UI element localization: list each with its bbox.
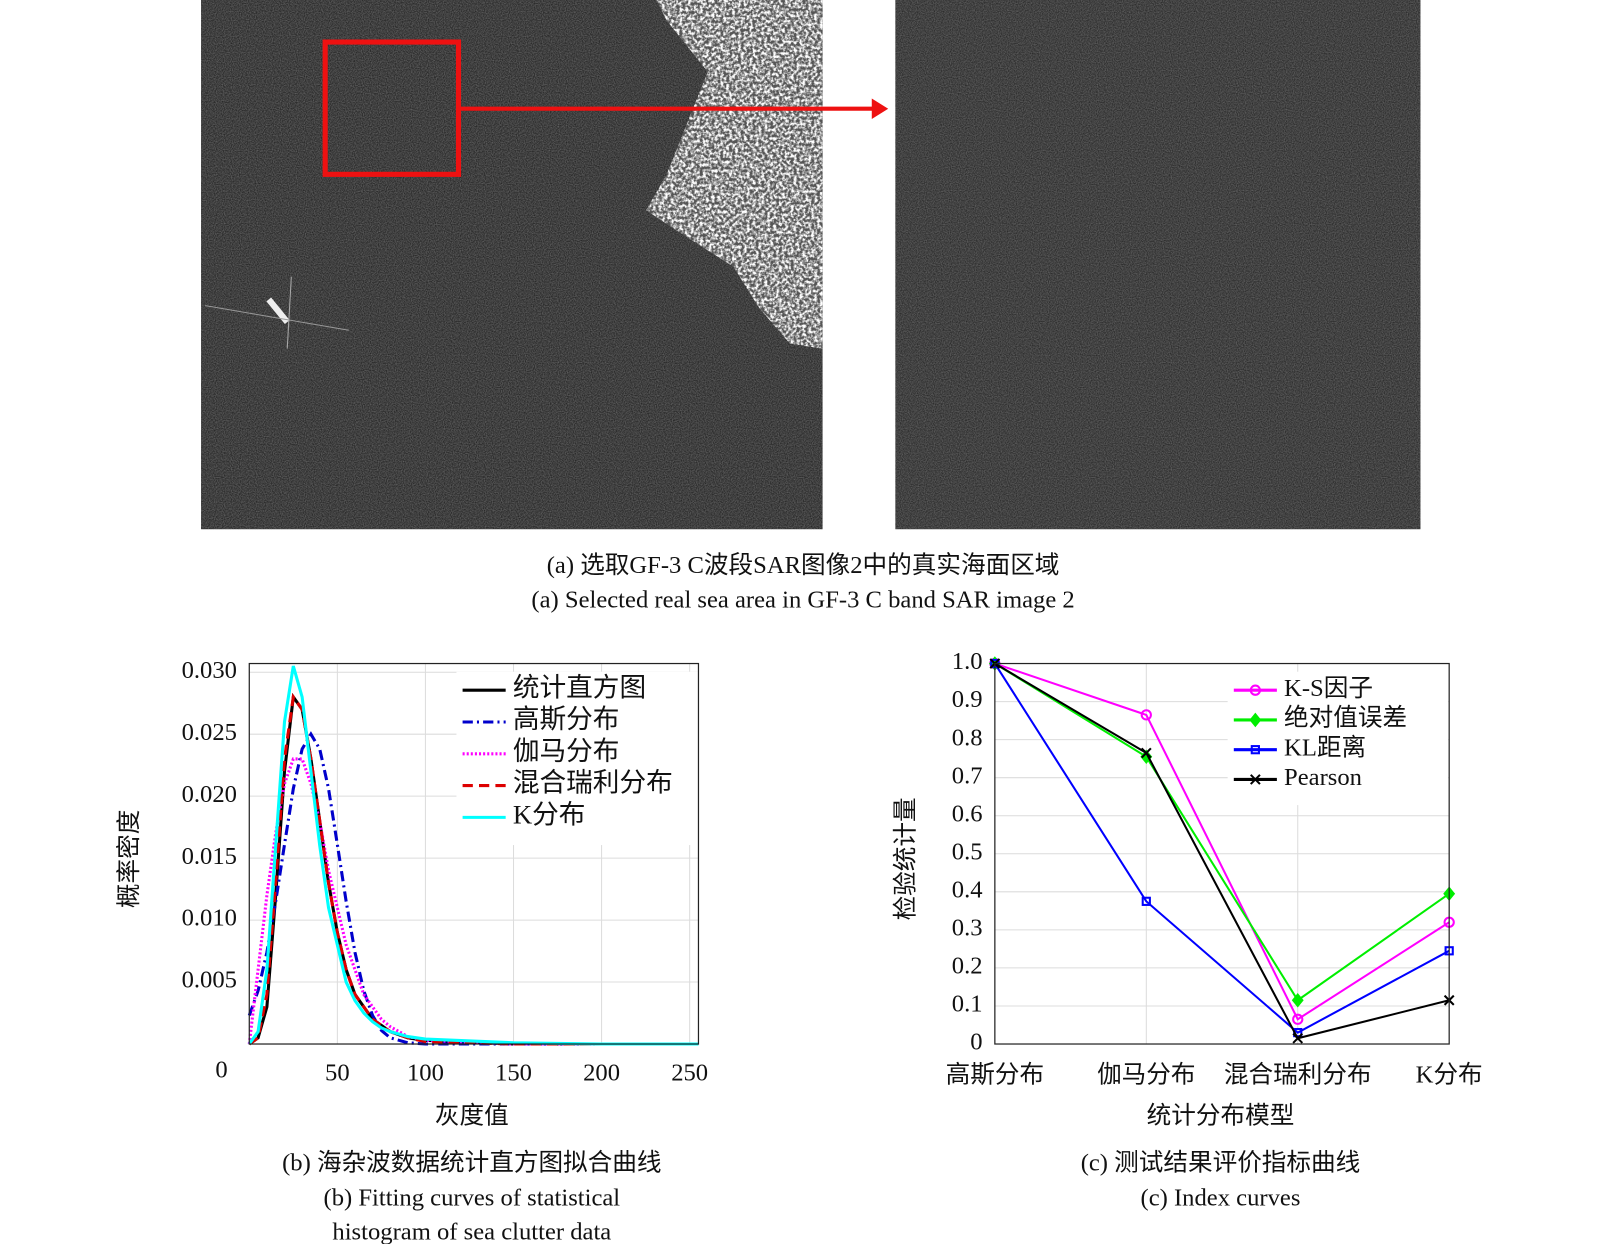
legend-label: K分布 bbox=[513, 799, 586, 829]
caption-cn: (a) 选取GF-3 C波段SAR图像2中的真实海面区域 bbox=[547, 551, 1060, 579]
legend-label: K-S因子 bbox=[1284, 675, 1373, 702]
y-tick-label: 0.3 bbox=[952, 915, 983, 942]
caption-en: (a) Selected real sea area in GF-3 C ban… bbox=[531, 587, 1074, 614]
y-tick-label: 0.025 bbox=[182, 719, 237, 746]
marker bbox=[1250, 774, 1261, 785]
y-tick-label: 0.005 bbox=[182, 967, 237, 994]
marker bbox=[1292, 1032, 1304, 1044]
sar-image-right bbox=[895, 0, 1421, 530]
y-tick-label: 0.7 bbox=[952, 762, 983, 789]
marker bbox=[1291, 993, 1304, 1008]
x-tick-label: 0 bbox=[215, 1056, 227, 1083]
legend-label: 混合瑞利分布 bbox=[513, 768, 673, 798]
x-tick-label: 150 bbox=[495, 1059, 532, 1086]
y-tick-label: 1.0 bbox=[952, 648, 983, 675]
series-line bbox=[248, 665, 699, 1046]
x-tick-label: 伽马分布 bbox=[1097, 1060, 1195, 1088]
legend-box bbox=[1227, 671, 1449, 806]
y-tick-label: 0.6 bbox=[952, 800, 983, 827]
y-tick-label: 0.5 bbox=[952, 838, 983, 865]
series-line bbox=[993, 662, 1450, 1034]
x-tick-label: 100 bbox=[407, 1059, 444, 1086]
legend-label: 高斯分布 bbox=[513, 704, 620, 734]
marker bbox=[1249, 712, 1262, 728]
series-line bbox=[994, 662, 1450, 1021]
x-axis-title: 灰度值 bbox=[435, 1101, 509, 1129]
y-tick-label: 0.4 bbox=[952, 876, 983, 903]
series-line bbox=[994, 662, 1450, 1002]
marker bbox=[1249, 684, 1261, 696]
y-tick-label: 0.2 bbox=[952, 953, 983, 980]
x-axis-title: 统计分布模型 bbox=[1147, 1101, 1295, 1129]
sar-image-left bbox=[201, 0, 889, 530]
y-axis-title: 概率密度 bbox=[115, 810, 143, 908]
caption-en: (b) Fitting curves of statistical bbox=[324, 1185, 621, 1212]
caption-en: histogram of sea clutter data bbox=[332, 1218, 611, 1244]
marker bbox=[1141, 896, 1151, 906]
y-tick-label: 0.020 bbox=[182, 781, 237, 808]
plot-frame bbox=[994, 662, 1450, 1045]
caption-cn: (c) 测试结果评价指标曲线 bbox=[1081, 1149, 1361, 1177]
legend-label: Pearson bbox=[1284, 764, 1362, 791]
x-tick-label: 混合瑞利分布 bbox=[1224, 1060, 1372, 1088]
x-tick-label: 200 bbox=[583, 1059, 620, 1086]
legend-label: 统计直方图 bbox=[513, 672, 646, 702]
caption-en: (c) Index curves bbox=[1141, 1185, 1301, 1212]
y-tick-label: 0.015 bbox=[182, 843, 237, 870]
caption-cn: (b) 海杂波数据统计直方图拟合曲线 bbox=[282, 1149, 661, 1177]
x-tick-label: 高斯分布 bbox=[946, 1060, 1044, 1088]
marker bbox=[1140, 709, 1152, 721]
x-tick-label: 50 bbox=[325, 1059, 350, 1086]
y-axis-title: 检验统计量 bbox=[891, 797, 919, 920]
y-tick-label: 0.9 bbox=[952, 686, 983, 713]
legend-label: 伽马分布 bbox=[513, 736, 620, 766]
y-tick-label: 0.8 bbox=[952, 724, 983, 751]
series-line bbox=[994, 662, 1450, 1040]
marker bbox=[1292, 1013, 1304, 1025]
x-tick-label: K分布 bbox=[1416, 1060, 1483, 1088]
legend-label: KL距离 bbox=[1284, 733, 1366, 761]
marker bbox=[1140, 747, 1152, 759]
series-line bbox=[248, 692, 699, 1046]
x-tick-label: 250 bbox=[671, 1059, 708, 1086]
plot-frame bbox=[248, 662, 700, 1045]
y-tick-label: 0 bbox=[970, 1029, 982, 1056]
y-tick-label: 0.010 bbox=[182, 905, 237, 932]
y-tick-label: 0.1 bbox=[952, 991, 983, 1018]
legend-label: 绝对值误差 bbox=[1284, 704, 1407, 732]
y-tick-label: 0.030 bbox=[182, 657, 237, 684]
marker bbox=[1250, 745, 1260, 755]
series-line bbox=[247, 731, 699, 1046]
